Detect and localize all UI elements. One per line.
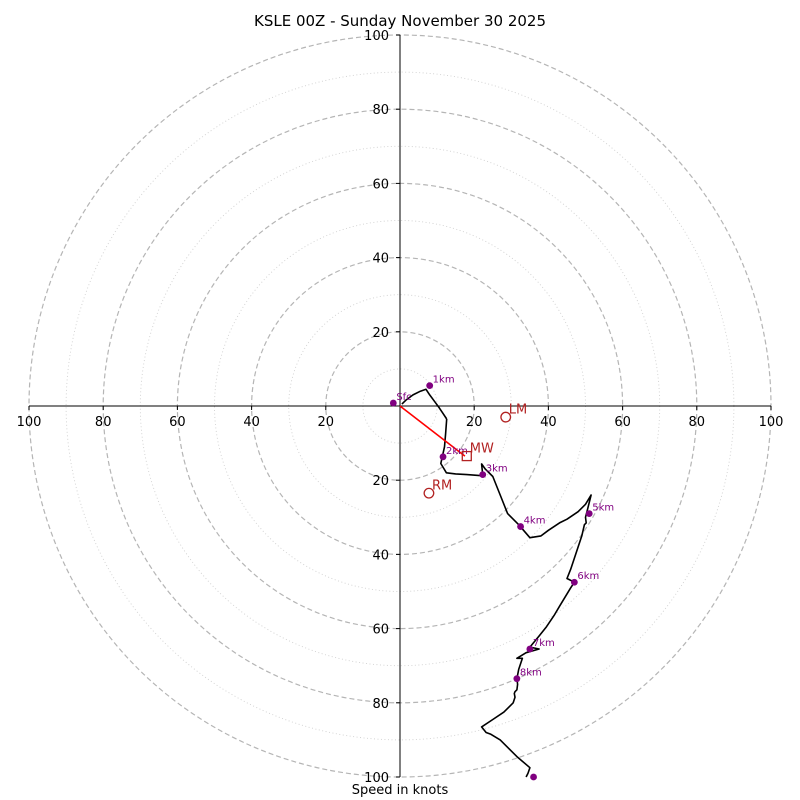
chart-title: KSLE 00Z - Sunday November 30 2025 [254,12,546,30]
height-marker-point [439,453,447,461]
height-marker-point [513,675,521,683]
y-tick-label: 100 [364,29,389,44]
y-tick-label: 20 [372,326,389,341]
height-marker-label: 5km [592,503,614,514]
motion-marker-mw [461,450,472,462]
y-tick-label: 40 [372,252,389,267]
height-marker-point [526,645,534,653]
motion-marker-rm [423,487,435,499]
x-tick-label: 20 [318,415,335,430]
height-marker-label: 8km [520,668,542,679]
x-tick-label: 80 [689,415,706,430]
x-tick-label: 80 [95,415,112,430]
height-marker-point [479,471,487,479]
height-marker-label: 6km [577,571,599,582]
height-marker-label: 2km [446,446,468,457]
motion-label-mw: MW [470,442,494,457]
x-axis-label: Speed in knots [351,783,449,798]
hodograph-trace [401,388,448,420]
x-tick-label: 100 [17,415,42,430]
height-marker-point [426,382,434,389]
height-marker-point [530,773,537,781]
y-tick-label: 80 [372,697,389,712]
y-tick-label: 40 [372,548,389,563]
x-tick-label: 60 [614,415,631,430]
height-marker-point [389,399,397,407]
height-marker-label: 7km [533,638,555,649]
x-tick-label: 100 [759,415,784,430]
height-marker-point [585,510,593,517]
y-tick-label: 60 [372,177,389,192]
height-marker-label: 3km [486,464,508,475]
x-tick-label: 40 [540,415,557,430]
x-tick-label: 20 [466,415,483,430]
y-tick-label: 60 [372,623,389,638]
y-tick-label: 20 [372,474,389,489]
motion-label-rm: RM [432,479,452,494]
hodograph-trace [439,418,592,778]
height-marker-label: 1km [433,375,455,386]
x-tick-label: 40 [243,415,260,430]
y-tick-label: 80 [372,103,389,118]
height-marker-label: Sfc [396,392,411,403]
shear-vector [399,405,466,457]
height-marker-point [570,578,578,586]
motion-marker-lm [500,411,512,423]
y-tick-label: 100 [364,771,389,786]
motion-label-lm: LM [509,403,527,418]
height-marker-point [517,523,524,530]
height-marker-label: 4km [524,516,546,527]
x-tick-label: 60 [169,415,186,430]
